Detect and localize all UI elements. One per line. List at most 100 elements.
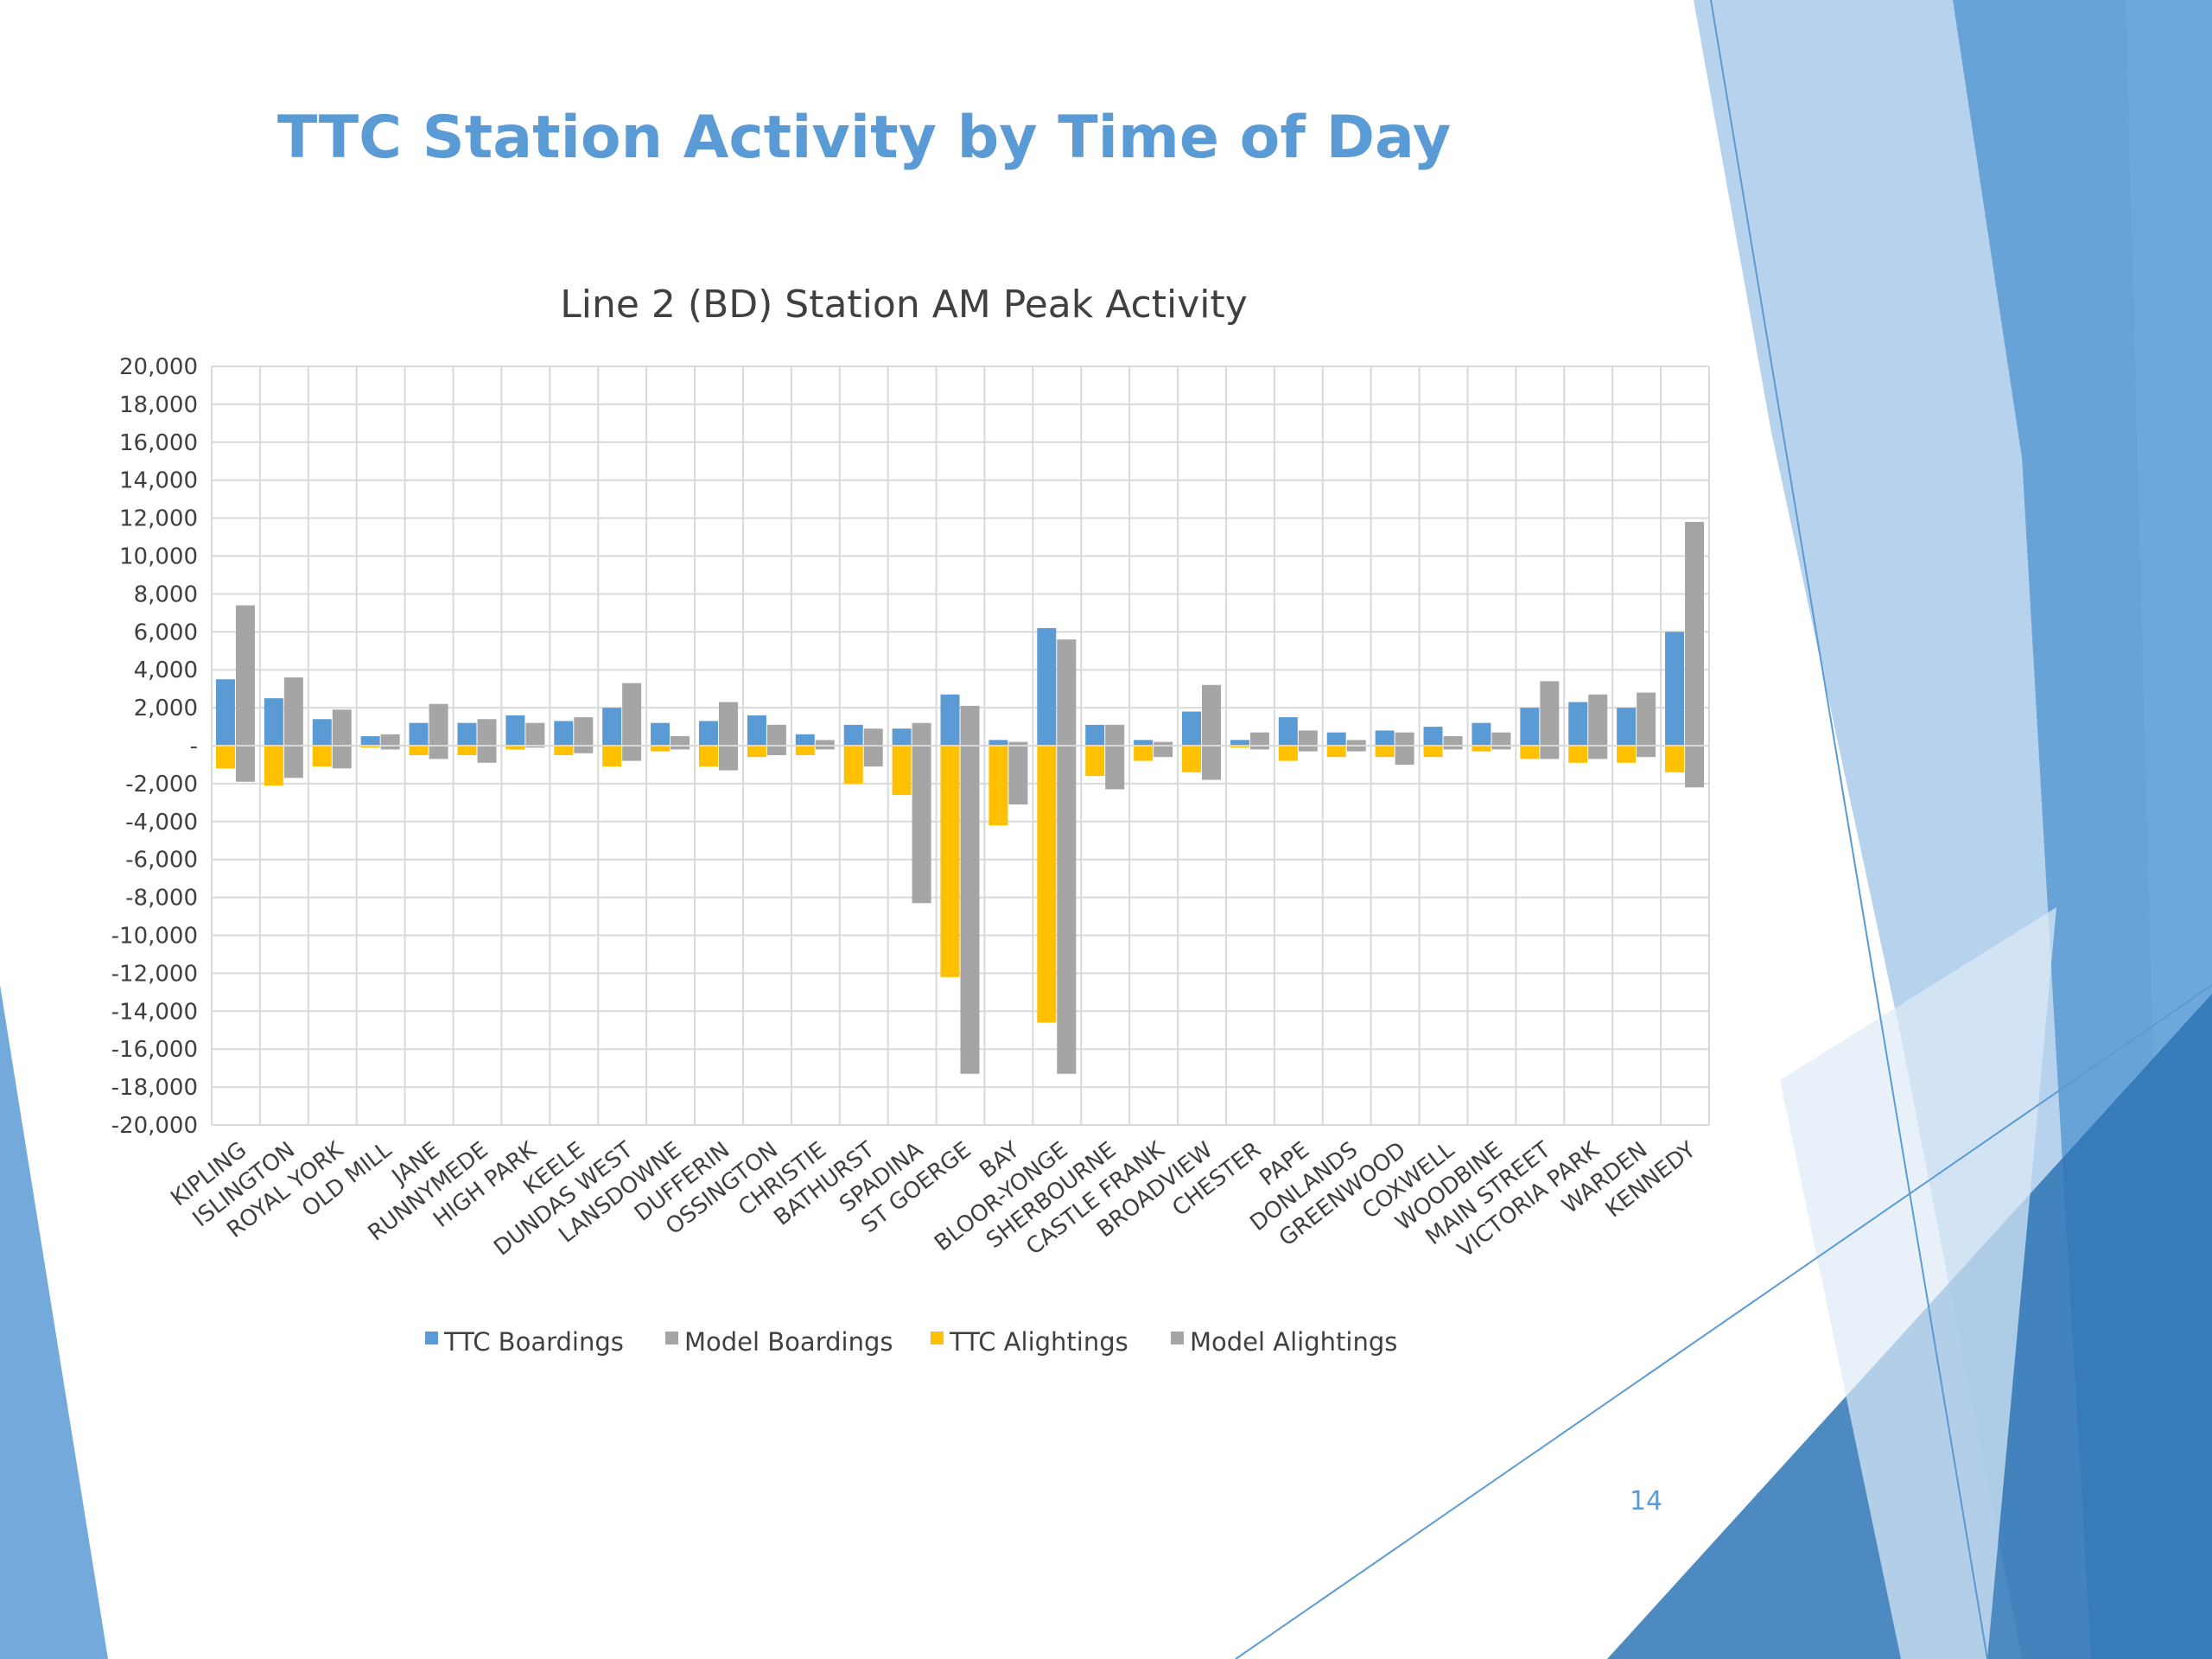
bar-model-alightings — [1540, 746, 1560, 760]
bar-model-alightings — [477, 746, 497, 763]
y-tick-label: 4,000 — [134, 658, 198, 683]
y-tick-label: 18,000 — [119, 392, 198, 418]
bar-ttc-boardings — [1085, 724, 1105, 746]
bar-ttc-boardings — [409, 722, 429, 746]
bar-ttc-boardings — [312, 719, 332, 746]
legend-swatch — [931, 1332, 944, 1344]
bar-ttc-alightings — [602, 746, 622, 767]
bar-ttc-alightings — [1037, 746, 1057, 1023]
legend-label: Model Alightings — [1190, 1327, 1397, 1357]
bar-ttc-alightings — [1423, 746, 1443, 758]
bar-model-alightings — [671, 746, 690, 750]
bar-ttc-boardings — [505, 715, 525, 746]
y-tick-label: 2,000 — [134, 696, 198, 721]
bar-model-alightings — [283, 746, 303, 779]
bar-model-alightings — [1154, 746, 1173, 758]
bar-model-boardings — [1298, 730, 1318, 746]
bar-model-alightings — [1491, 746, 1511, 750]
y-axis-tick-labels: 20,000 18,000 16,000 14,000 12,000 10,000 8,00… — [111, 354, 198, 1139]
y-tick-label: 8,000 — [134, 582, 198, 607]
y-tick-label: 14,000 — [119, 468, 198, 494]
bar-model-alightings — [1057, 746, 1077, 1074]
bar-ttc-boardings — [1617, 708, 1637, 746]
bar-ttc-alightings — [795, 746, 815, 755]
bar-model-boardings — [283, 677, 303, 746]
bar-model-boardings — [332, 709, 352, 746]
bar-ttc-alightings — [457, 746, 477, 755]
bar-model-alightings — [718, 746, 738, 771]
y-tick-label: -10,000 — [111, 924, 198, 950]
bar-ttc-boardings — [457, 722, 477, 746]
bar-ttc-boardings — [843, 724, 863, 746]
bar-model-alightings — [1637, 746, 1656, 758]
bar-ttc-alightings — [1278, 746, 1298, 761]
bar-ttc-alightings — [505, 746, 525, 750]
bar-model-boardings — [912, 722, 931, 746]
legend-swatch — [425, 1332, 438, 1344]
bar-ttc-boardings — [940, 694, 960, 746]
y-tick-label: -6,000 — [125, 848, 198, 874]
bar-ttc-boardings — [1375, 730, 1395, 746]
bar-ttc-boardings — [602, 708, 622, 746]
bar-ttc-alightings — [1230, 746, 1249, 748]
bar-ttc-alightings — [264, 746, 283, 786]
bar-model-alightings — [1588, 746, 1608, 760]
bar-ttc-alightings — [1520, 746, 1540, 760]
y-tick-label: -16,000 — [111, 1037, 198, 1063]
bar-model-boardings — [1443, 736, 1463, 746]
bar-ttc-boardings — [215, 679, 235, 746]
bar-model-boardings — [863, 728, 883, 746]
bar-model-alightings — [1346, 746, 1366, 752]
chart-bars — [212, 521, 1709, 1074]
bar-model-boardings — [671, 736, 690, 746]
bar-ttc-alightings — [698, 746, 718, 767]
bar-ttc-boardings — [747, 715, 766, 746]
bar-ttc-boardings — [1037, 627, 1057, 746]
bar-ttc-alightings — [843, 746, 863, 784]
bar-ttc-boardings — [1134, 740, 1154, 746]
bar-model-alightings — [332, 746, 352, 769]
bar-ttc-boardings — [892, 728, 912, 746]
bar-model-boardings — [1346, 740, 1366, 746]
slide-title: TTC Station Activity by Time of Day — [276, 104, 1452, 172]
bar-model-boardings — [1249, 732, 1269, 746]
bar-model-boardings — [235, 605, 255, 746]
bar-model-alightings — [1685, 746, 1705, 788]
bar-ttc-boardings — [698, 721, 718, 746]
legend-label: TTC Alightings — [949, 1327, 1128, 1357]
bar-model-boardings — [1395, 732, 1414, 746]
bar-model-boardings — [766, 724, 786, 746]
bar-model-boardings — [622, 683, 642, 746]
deco-shape-left — [0, 985, 108, 1659]
bar-ttc-alightings — [409, 746, 429, 755]
bar-model-boardings — [1105, 724, 1125, 746]
y-tick-label: -4,000 — [125, 810, 198, 836]
bar-model-boardings — [1154, 741, 1173, 746]
bar-model-alightings — [525, 746, 545, 748]
bar-ttc-alightings — [1665, 746, 1685, 772]
bar-model-boardings — [1008, 741, 1028, 746]
y-tick-label: -2,000 — [125, 772, 198, 798]
bar-model-boardings — [718, 702, 738, 746]
bar-ttc-alightings — [1617, 746, 1637, 763]
bar-model-alightings — [863, 746, 883, 767]
bar-model-alightings — [1395, 746, 1414, 765]
bar-ttc-boardings — [1182, 711, 1202, 746]
bar-ttc-alightings — [215, 746, 235, 769]
y-tick-label: -20,000 — [111, 1113, 198, 1139]
bar-model-boardings — [1588, 694, 1608, 746]
bar-ttc-boardings — [1471, 722, 1491, 746]
bar-model-alightings — [960, 746, 980, 1074]
bar-model-alightings — [574, 746, 594, 753]
bar-model-alightings — [1298, 746, 1318, 752]
bar-model-boardings — [1491, 732, 1511, 746]
bar-ttc-boardings — [1230, 740, 1249, 746]
bar-model-alightings — [1249, 746, 1269, 750]
slide-number: 14 — [1629, 1486, 1663, 1516]
bar-model-alightings — [1105, 746, 1125, 790]
bar-model-boardings — [1202, 684, 1222, 746]
y-tick-label: 20,000 — [119, 354, 198, 380]
y-tick-label: -12,000 — [111, 961, 198, 987]
y-tick-label: -14,000 — [111, 999, 198, 1025]
